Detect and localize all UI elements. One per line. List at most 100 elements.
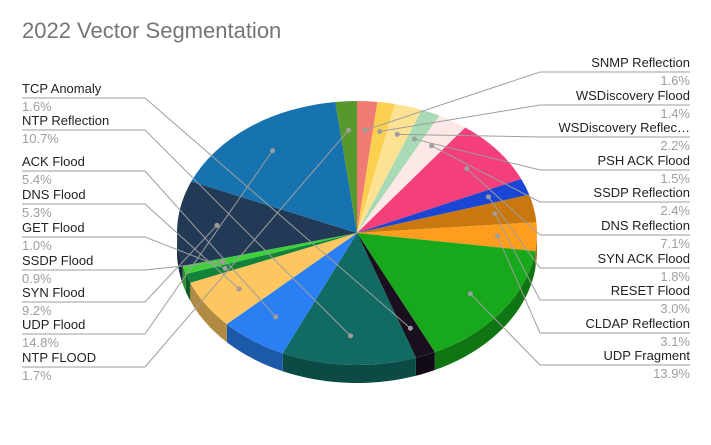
pie-slice-udp-flood[interactable] — [191, 101, 357, 233]
slice-label: SSDP Reflection 2.4% — [429, 143, 690, 218]
leader-line — [22, 236, 226, 269]
leader-line — [364, 71, 690, 131]
leader-line — [22, 129, 349, 368]
leader-dot — [411, 136, 417, 142]
leader-line — [22, 150, 273, 335]
pie-slice-dns-reflection[interactable] — [357, 127, 522, 233]
leader-dot — [362, 127, 368, 133]
slice-label: CLDAP Reflection 3.1% — [494, 233, 690, 349]
slice-label: SYN ACK Flood 1.8% — [485, 194, 691, 284]
pie-slice-psh-ack-flood[interactable] — [357, 109, 440, 233]
slice-name: RESET Flood — [611, 283, 690, 298]
slice-label: UDP Fragment 13.9% — [467, 291, 691, 381]
leader-dot — [464, 166, 470, 172]
slice-label: SSDP Flood 0.9% — [22, 253, 225, 286]
slice-label: DNS Reflection 7.1% — [464, 166, 690, 251]
leader-dot — [394, 131, 400, 137]
slice-name: SSDP Reflection — [593, 185, 690, 200]
slice-label: UDP Flood 14.8% — [22, 148, 276, 350]
slice-name: NTP FLOOD — [22, 350, 96, 365]
slice-label: SNMP Reflection 1.6% — [362, 55, 690, 133]
pie-slice-ssdp-flood[interactable] — [182, 233, 357, 274]
leader-line — [379, 104, 690, 132]
pie-slice-syn-ack-flood[interactable] — [357, 178, 530, 233]
pie-slice-side — [535, 233, 537, 270]
slice-name: ACK Flood — [22, 154, 85, 169]
slice-name: PSH ACK Flood — [598, 153, 691, 168]
slice-percent: 1.8% — [660, 269, 690, 284]
slice-label: TCP Anomaly 1.6% — [22, 81, 413, 331]
slice-label: PSH ACK Flood 1.5% — [411, 136, 691, 186]
leader-dot — [222, 265, 228, 271]
leader-line — [22, 97, 411, 329]
leader-line — [466, 168, 690, 236]
leader-dot — [214, 222, 220, 228]
leader-line — [22, 261, 223, 271]
leader-line — [397, 133, 690, 138]
leader-line — [22, 170, 277, 318]
slice-name: UDP Fragment — [604, 348, 691, 363]
leader-dot — [273, 314, 279, 320]
slice-label: ACK Flood 5.4% — [22, 154, 279, 320]
slice-name: SYN Flood — [22, 285, 85, 300]
slice-name: NTP Reflection — [22, 113, 109, 128]
leader-dot — [377, 128, 383, 134]
slice-name: SNMP Reflection — [591, 55, 690, 70]
pie-slice-side — [185, 273, 191, 301]
pie-slice-ntp-reflection[interactable] — [282, 233, 416, 366]
slice-percent: 1.4% — [660, 106, 690, 121]
slice-percent: 1.0% — [22, 238, 52, 253]
pie-slice-ack-flood[interactable] — [226, 233, 357, 354]
leader-line — [414, 138, 690, 171]
slice-percent: 7.1% — [660, 236, 690, 251]
slice-label: GET Flood 1.0% — [22, 220, 228, 271]
slice-name: WSDiscovery Reflec… — [559, 120, 690, 135]
slice-percent: 1.6% — [660, 73, 690, 88]
slice-label: SYN Flood 9.2% — [22, 222, 220, 318]
pie-slice-side — [226, 324, 283, 372]
chart-title: 2022 Vector Segmentation — [22, 18, 282, 43]
slice-percent: 3.1% — [660, 334, 690, 349]
slice-percent: 5.3% — [22, 205, 52, 220]
slice-percent: 2.2% — [660, 138, 690, 153]
slice-percent: 14.8% — [22, 335, 59, 350]
slice-name: SSDP Flood — [22, 253, 93, 268]
slice-name: TCP Anomaly — [22, 81, 102, 96]
leader-dot — [346, 127, 352, 133]
slice-percent: 5.4% — [22, 172, 52, 187]
leader-line — [22, 129, 351, 337]
slice-label: DNS Flood 5.3% — [22, 187, 242, 292]
leader-dot — [348, 333, 354, 339]
leader-dot — [270, 148, 276, 154]
slice-name: CLDAP Reflection — [585, 316, 690, 331]
pie-slice-ntp-flood[interactable] — [335, 101, 357, 233]
leader-dot — [429, 143, 435, 149]
pie-slice-syn-flood[interactable] — [176, 181, 357, 266]
pie-slice-tcp-anomaly[interactable] — [357, 233, 435, 358]
pie-slice-reset-flood[interactable] — [357, 194, 537, 233]
slice-percent: 3.0% — [660, 301, 690, 316]
pie-slice-cldap-reflection[interactable] — [357, 222, 537, 252]
pie-slice-side — [415, 352, 435, 376]
pie-slice-wsdiscovery-flood[interactable] — [357, 101, 396, 233]
slice-percent: 9.2% — [22, 303, 52, 318]
leader-line — [494, 213, 690, 301]
slice-percent: 1.7% — [22, 368, 52, 383]
leader-line — [431, 145, 690, 203]
leader-line — [496, 235, 690, 334]
slice-label: NTP Reflection 10.7% — [22, 113, 354, 339]
slice-label: WSDiscovery Flood 1.4% — [377, 88, 690, 134]
leader-dot — [494, 233, 500, 239]
slice-name: GET Flood — [22, 220, 85, 235]
slice-percent: 0.9% — [22, 271, 52, 286]
pie-slice-udp-fragment[interactable] — [357, 233, 536, 353]
slice-name: DNS Flood — [22, 187, 86, 202]
pie-slice-side — [434, 251, 536, 371]
slice-name: SYN ACK Flood — [598, 251, 691, 266]
pie-slice-dns-flood[interactable] — [190, 233, 357, 325]
pie-slice-wsdiscovery-reflec-[interactable] — [357, 103, 422, 234]
leader-dot — [485, 194, 491, 200]
pie-slice-snmp-reflection[interactable] — [357, 101, 378, 233]
pie-slice-side — [282, 353, 416, 383]
